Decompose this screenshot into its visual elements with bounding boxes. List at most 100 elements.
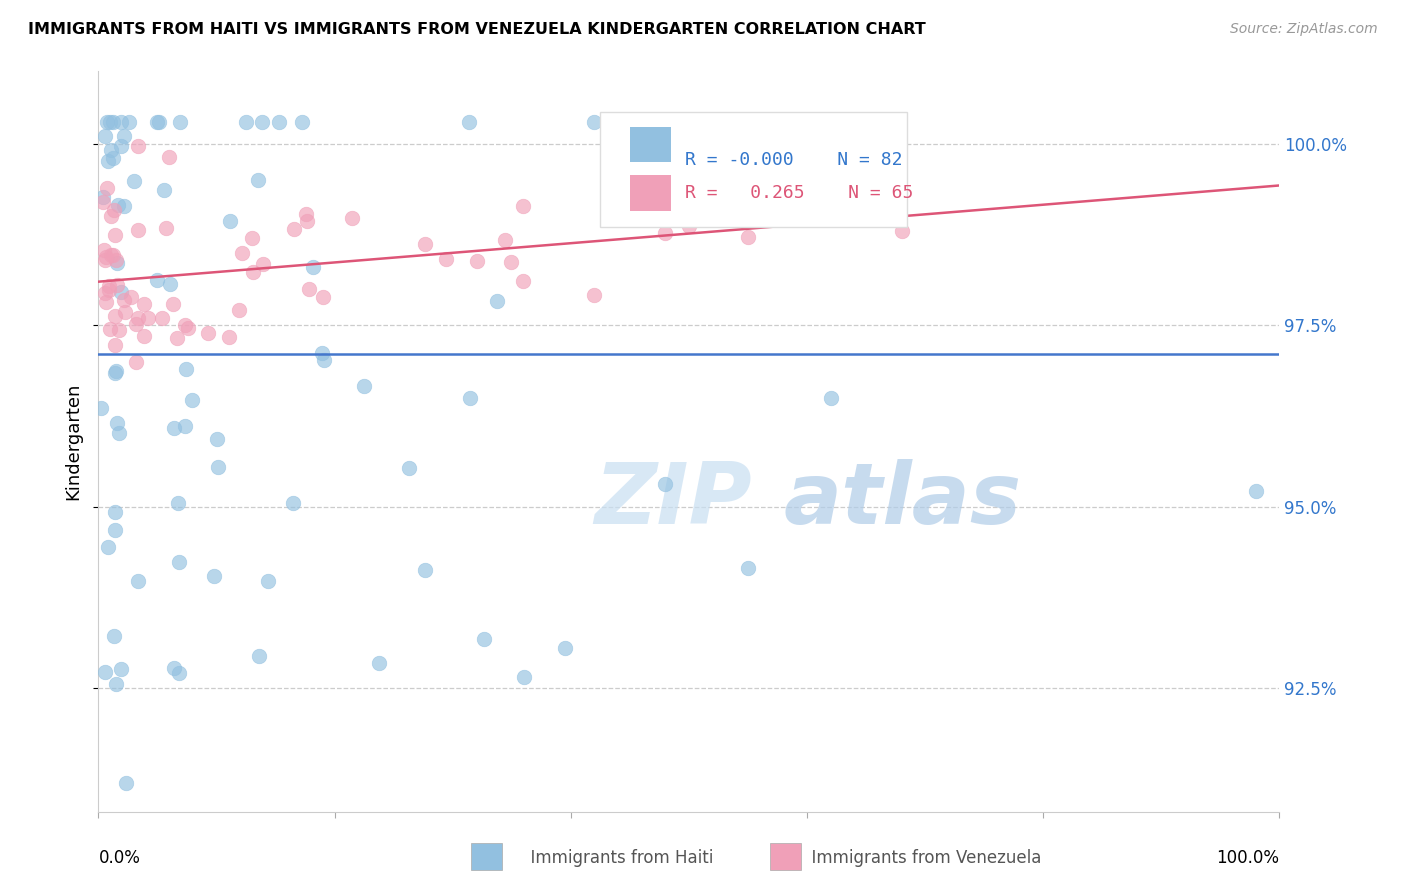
Text: ZIP: ZIP xyxy=(595,459,752,542)
Point xyxy=(283,496,305,510)
Point xyxy=(94,129,117,144)
Point xyxy=(654,227,676,241)
Point xyxy=(207,460,229,475)
Point xyxy=(93,665,115,680)
Point xyxy=(654,476,676,491)
Point xyxy=(311,345,333,359)
Point xyxy=(93,194,115,209)
Point xyxy=(159,277,181,292)
Point xyxy=(103,202,125,217)
Point xyxy=(242,265,264,279)
Y-axis label: Kindergarten: Kindergarten xyxy=(65,383,83,500)
Point xyxy=(202,569,225,583)
Point xyxy=(643,163,665,178)
Text: 100.0%: 100.0% xyxy=(1216,849,1279,867)
Point xyxy=(218,213,240,227)
Point xyxy=(166,331,188,345)
Point xyxy=(105,677,128,691)
Point xyxy=(512,670,534,684)
Point xyxy=(108,425,131,440)
Point xyxy=(486,294,509,309)
Point xyxy=(174,318,197,332)
Point xyxy=(163,660,186,674)
Text: 0.0%: 0.0% xyxy=(98,849,141,867)
Point xyxy=(105,416,128,430)
Point xyxy=(114,775,136,789)
Point xyxy=(148,115,170,129)
Point xyxy=(104,366,127,380)
Point xyxy=(197,326,219,341)
Bar xyxy=(630,127,671,162)
Point xyxy=(100,248,122,262)
Point xyxy=(368,657,391,671)
Point xyxy=(104,309,127,323)
Point xyxy=(252,257,274,271)
Point xyxy=(118,115,141,129)
Point xyxy=(96,181,118,195)
Point xyxy=(298,282,321,296)
Point xyxy=(398,461,420,475)
Point xyxy=(295,207,318,221)
Point xyxy=(97,278,120,293)
Point xyxy=(413,563,436,577)
Point xyxy=(501,255,523,269)
Point xyxy=(583,115,606,129)
Point xyxy=(105,277,128,292)
Text: R =   0.265    N = 65: R = 0.265 N = 65 xyxy=(685,184,914,202)
Text: Immigrants from Venezuela: Immigrants from Venezuela xyxy=(801,849,1042,867)
Point xyxy=(772,115,794,129)
Point xyxy=(127,223,149,237)
Point xyxy=(302,260,325,275)
Point xyxy=(107,198,129,212)
Point xyxy=(104,504,127,518)
Point xyxy=(94,285,117,300)
Point xyxy=(153,182,176,196)
Point xyxy=(512,274,534,288)
Point xyxy=(177,321,200,335)
Point xyxy=(110,115,132,129)
Point xyxy=(252,115,274,129)
Point xyxy=(110,139,132,153)
Text: R = -0.000    N = 82: R = -0.000 N = 82 xyxy=(685,152,903,169)
Point xyxy=(94,250,117,264)
Point xyxy=(100,209,122,223)
Point xyxy=(218,330,240,344)
Point xyxy=(181,393,204,408)
Point xyxy=(314,353,336,368)
Point xyxy=(90,401,112,415)
Point xyxy=(103,629,125,643)
Point xyxy=(413,237,436,252)
Point xyxy=(619,132,641,146)
Point xyxy=(174,419,197,434)
Point xyxy=(1244,484,1267,499)
Point xyxy=(112,128,135,143)
Point xyxy=(100,143,122,157)
Point xyxy=(110,662,132,676)
Point xyxy=(155,220,177,235)
Point xyxy=(163,421,186,435)
Point xyxy=(104,523,127,537)
Text: Immigrants from Haiti: Immigrants from Haiti xyxy=(520,849,714,867)
Point xyxy=(122,174,145,188)
Point xyxy=(457,115,479,129)
Point xyxy=(112,199,135,213)
Point xyxy=(105,252,128,267)
Point xyxy=(228,303,250,318)
Point xyxy=(120,290,142,304)
Point xyxy=(678,115,700,129)
Point xyxy=(125,354,148,368)
Point xyxy=(820,392,842,406)
Point xyxy=(125,318,148,332)
Point xyxy=(235,115,257,129)
Point xyxy=(105,255,128,269)
Point xyxy=(150,311,173,326)
Point xyxy=(97,283,120,297)
Point xyxy=(162,297,184,311)
Point xyxy=(146,273,169,287)
Point xyxy=(104,227,127,242)
Point xyxy=(114,293,136,308)
Point xyxy=(101,152,124,166)
Point xyxy=(167,496,190,510)
Point xyxy=(583,288,606,302)
Point xyxy=(105,364,128,378)
